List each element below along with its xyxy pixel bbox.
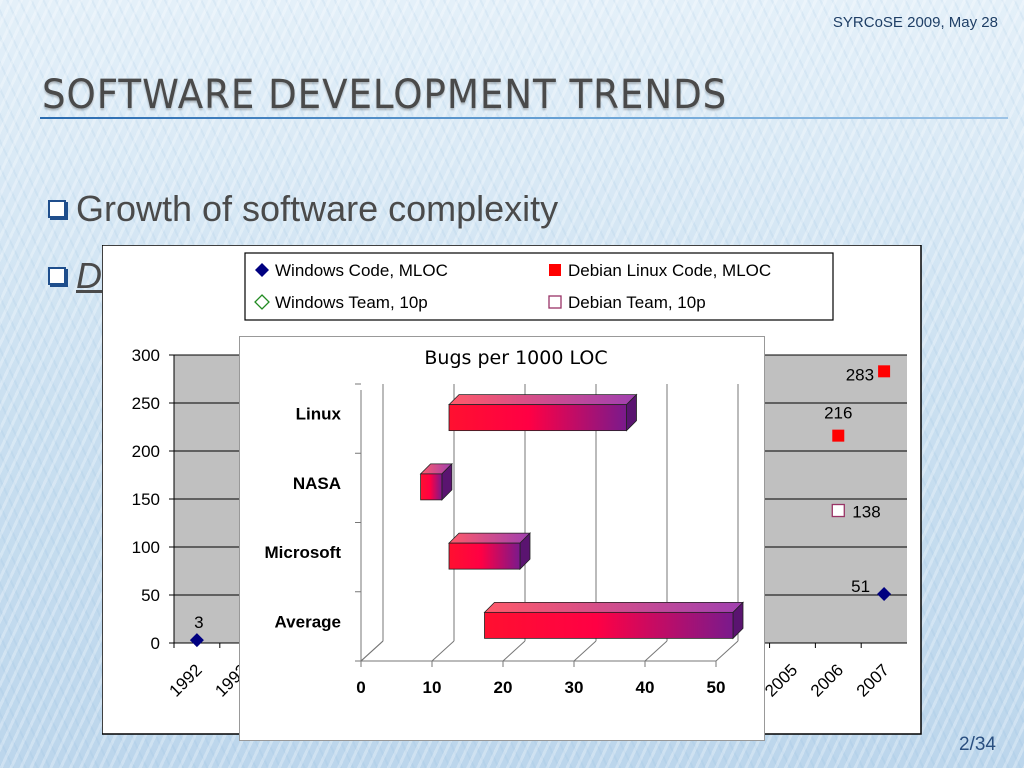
legend-entry: Debian Team, 10p <box>568 293 706 312</box>
x-tick-label: 0 <box>356 678 365 697</box>
bar-face <box>420 473 443 501</box>
x-tick-label: 30 <box>565 678 584 697</box>
y-tick-label: 150 <box>132 490 160 509</box>
bullet-text: D <box>76 255 102 296</box>
data-point <box>877 587 892 602</box>
bar-face <box>448 404 627 432</box>
chart-legend: Windows Code, MLOC Debian Linux Code, MLO… <box>244 252 834 321</box>
data-label: 3 <box>194 613 203 632</box>
page-number: 2/34 <box>959 734 996 755</box>
bar <box>448 532 531 571</box>
y-tick-label: 300 <box>132 346 160 365</box>
title-underline <box>40 117 1008 119</box>
category-label: Microsoft <box>265 543 342 562</box>
side-floor-edge <box>360 640 384 662</box>
bullet-partial: D <box>48 255 102 297</box>
data-point <box>548 295 562 309</box>
bar-top <box>448 532 531 544</box>
data-point <box>832 429 845 442</box>
category-label: Average <box>275 612 341 631</box>
data-point <box>255 263 269 277</box>
data-point <box>549 264 561 276</box>
y-tick-label: 200 <box>132 442 160 461</box>
x-tick-label: 20 <box>494 678 513 697</box>
x-tick-label: 50 <box>707 678 726 697</box>
data-label: 283 <box>846 365 874 384</box>
floor-line <box>573 640 597 662</box>
data-label: 138 <box>852 503 880 522</box>
y-tick-label: 50 <box>141 586 160 605</box>
data-point <box>831 503 845 518</box>
data-point <box>189 633 204 648</box>
bullet-text: Growth of software complexity <box>76 188 559 229</box>
bullet-square-icon <box>48 200 66 218</box>
legend-entry: Windows Code, MLOC <box>275 261 448 280</box>
y-tick-label: 100 <box>132 538 160 557</box>
bar-face <box>448 542 521 570</box>
bar <box>448 393 638 432</box>
data-point <box>254 294 270 310</box>
x-tick-label: 40 <box>636 678 655 697</box>
legend-box <box>244 252 834 321</box>
bar <box>483 601 744 640</box>
legend-entry: Windows Team, 10p <box>275 293 428 312</box>
bullet-growth: Growth of software complexity <box>48 188 558 230</box>
category-label: Linux <box>296 405 342 424</box>
floor-line <box>644 640 668 662</box>
floor-line <box>715 640 739 662</box>
chart-title: Bugs per 1000 LOC <box>424 347 607 369</box>
x-tick-label: 10 <box>423 678 442 697</box>
bar-top <box>448 394 638 406</box>
slide-title: Software development trends <box>42 72 728 118</box>
bar <box>419 462 453 501</box>
bullet-square-icon <box>48 267 66 285</box>
bugs-chart: Bugs per 1000 LOC 0 10 20 30 40 50 Linux NASA Mic… <box>239 336 765 741</box>
y-tick-label: 0 <box>151 634 160 653</box>
data-label: 216 <box>824 404 852 423</box>
legend-entry: Debian Linux Code, MLOC <box>568 261 771 280</box>
data-label: 51 <box>851 577 870 596</box>
bar-face <box>484 611 734 639</box>
y-tick-label: 250 <box>132 394 160 413</box>
category-label: NASA <box>293 474 341 493</box>
bar-top <box>483 601 744 613</box>
data-point <box>878 365 891 378</box>
floor-line <box>431 640 455 662</box>
conference-note: SYRCoSE 2009, May 28 <box>832 14 998 31</box>
floor-line <box>502 640 526 662</box>
